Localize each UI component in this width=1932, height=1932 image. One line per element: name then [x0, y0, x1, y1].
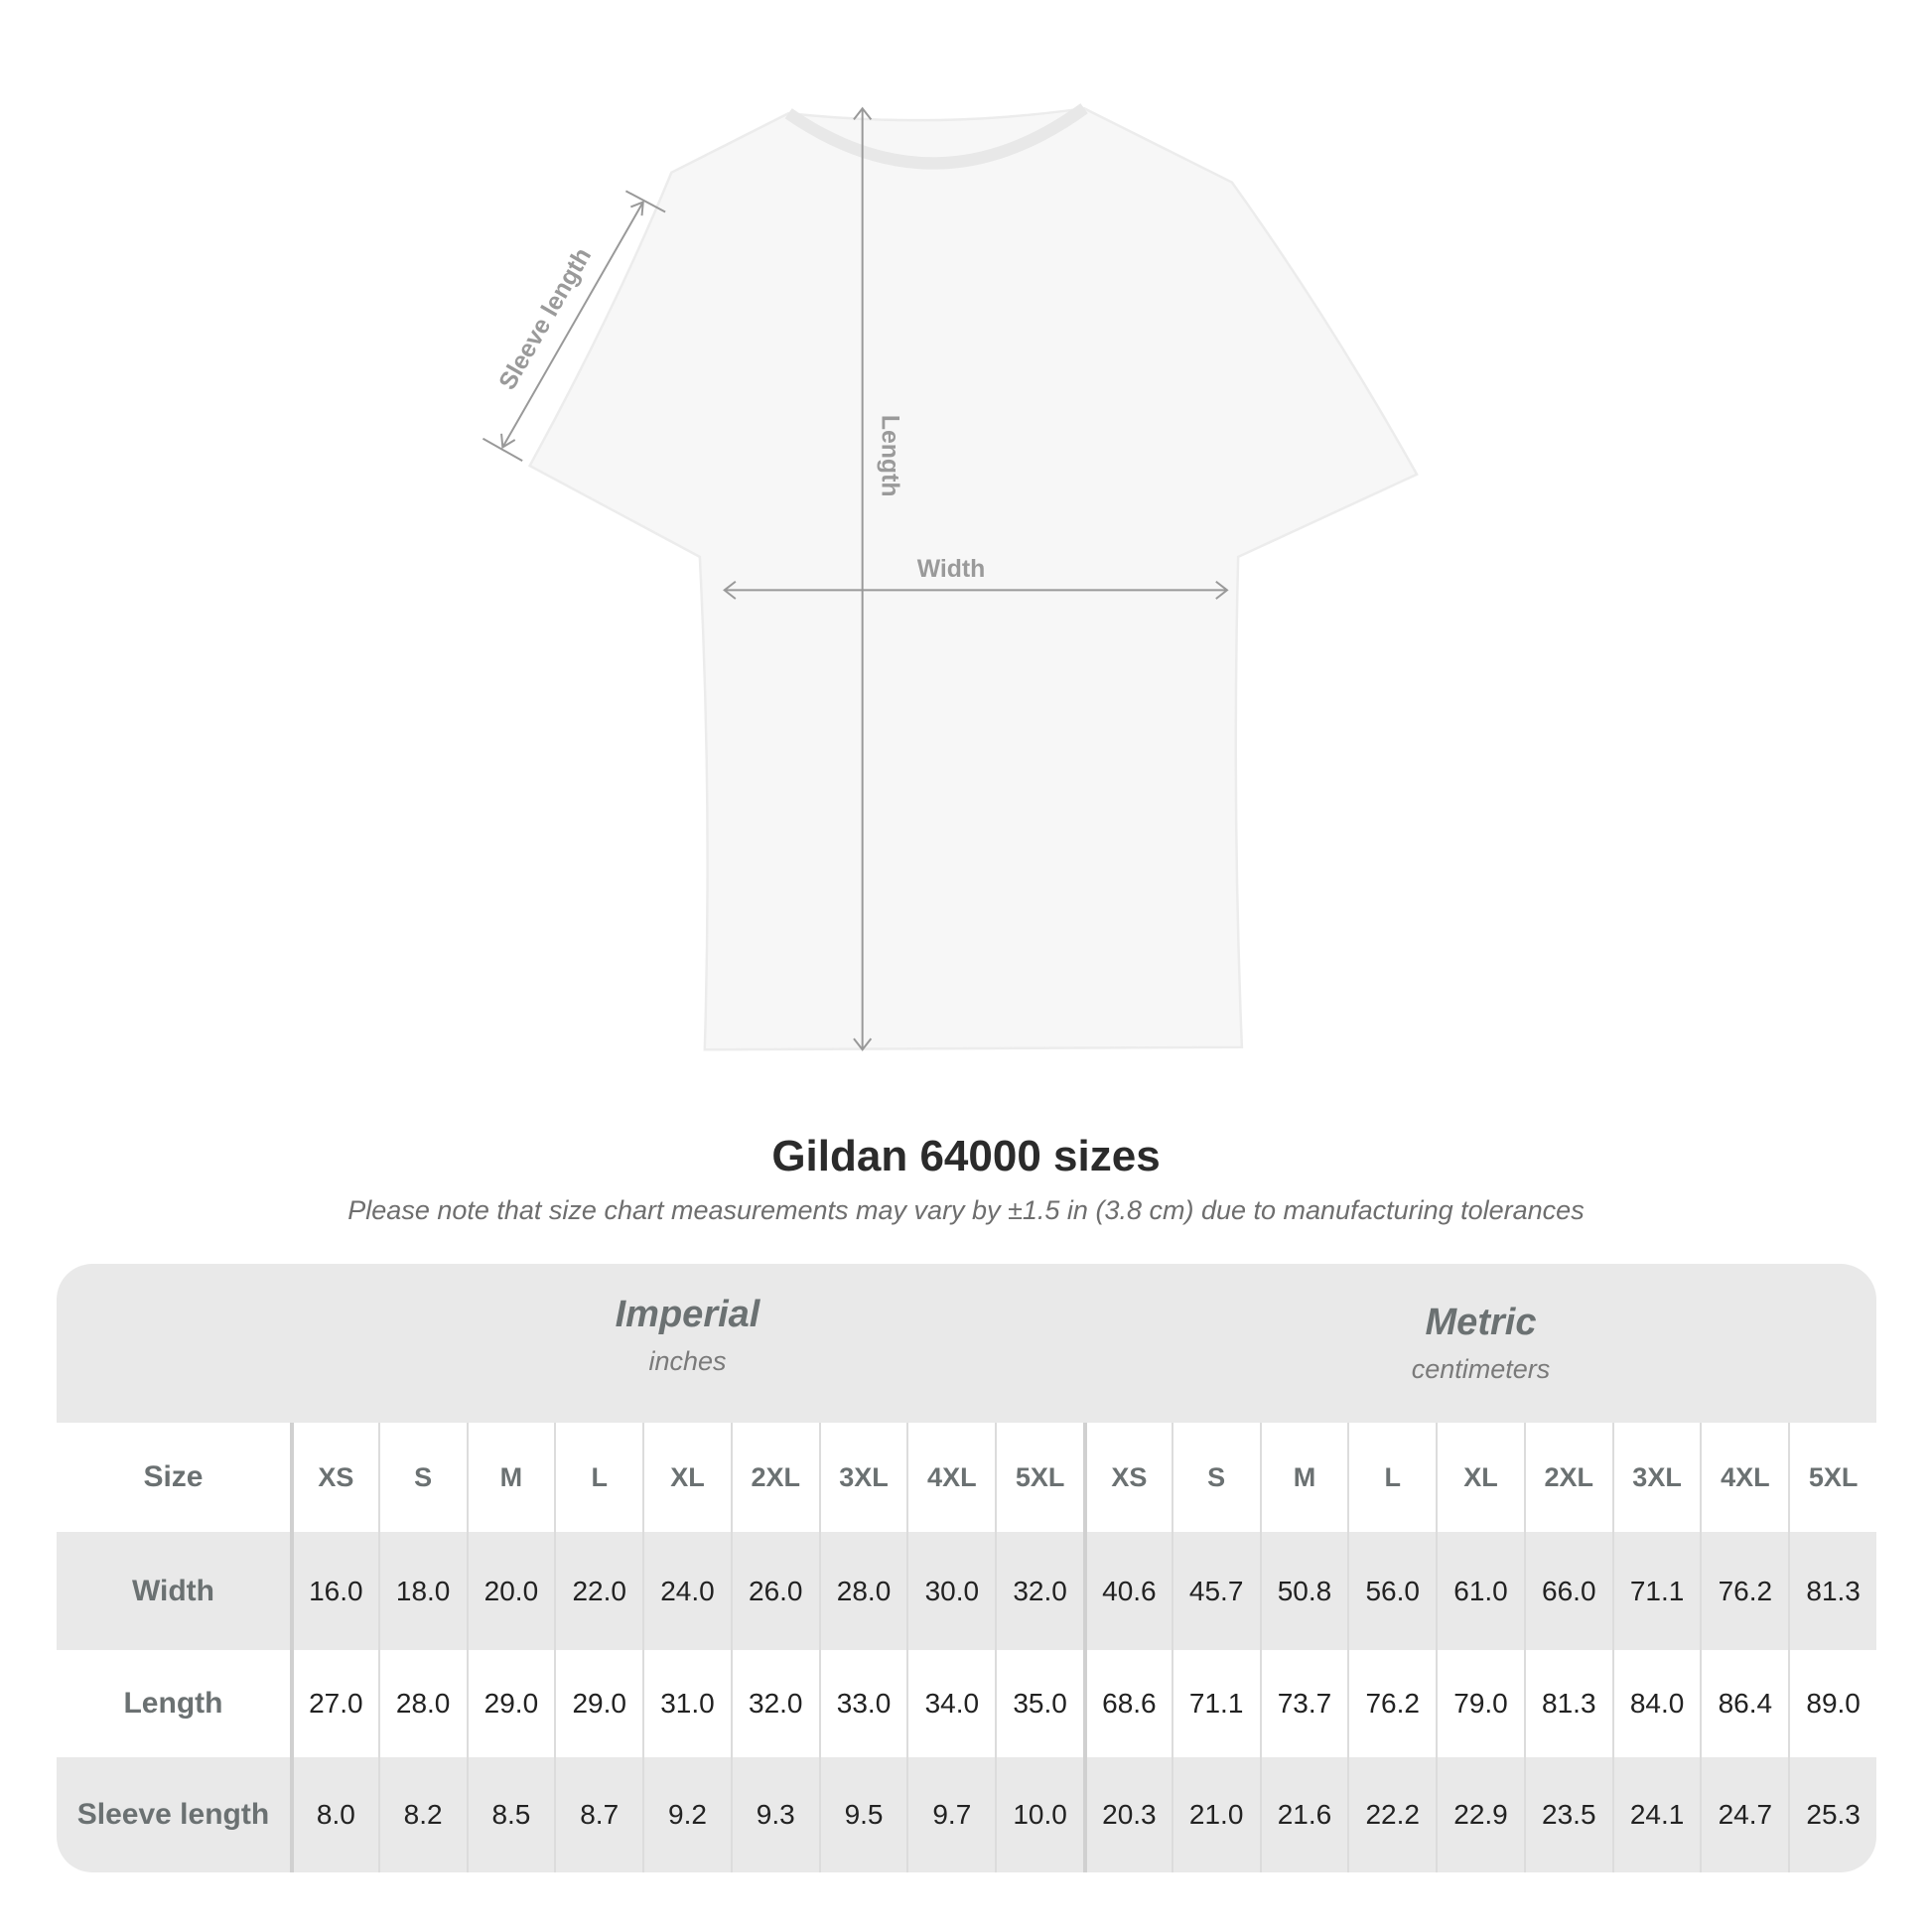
table-cell: 50.8: [1259, 1532, 1348, 1650]
table-cell: 33.0: [818, 1650, 907, 1757]
table-cell: 76.2: [1700, 1532, 1788, 1650]
table-cell: 81.3: [1523, 1650, 1612, 1757]
table-cell: 76.2: [1347, 1650, 1436, 1757]
size-header-cell: XL: [642, 1423, 731, 1532]
table-cell: 9.2: [642, 1757, 731, 1872]
table-cell: 56.0: [1347, 1532, 1436, 1650]
size-header-cell: 3XL: [1611, 1423, 1701, 1532]
size-header-cell: 3XL: [818, 1423, 907, 1532]
table-cell: 35.0: [995, 1650, 1083, 1757]
table-cell: 23.5: [1523, 1757, 1612, 1872]
width-label: Width: [917, 556, 986, 583]
table-cell: 34.0: [906, 1650, 995, 1757]
size-header-cell: S: [377, 1423, 467, 1532]
table-cell: 79.0: [1436, 1650, 1524, 1757]
size-header-cell: XS: [289, 1423, 378, 1532]
size-header-cell: L: [1347, 1423, 1436, 1532]
row-label: Size: [143, 1460, 204, 1493]
size-header-cell: 2XL: [730, 1423, 819, 1532]
table-cell: 22.2: [1347, 1757, 1436, 1872]
table-header-band: Imperial inches Metric centimeters: [57, 1264, 1876, 1423]
table-cell: 8.5: [466, 1757, 555, 1872]
table-cell: 81.3: [1788, 1532, 1876, 1650]
table-cell: 71.1: [1611, 1532, 1701, 1650]
tshirt-measurement-diagram: Width Length Sleeve length: [482, 103, 1419, 1051]
size-table: Imperial inches Metric centimeters Size X…: [57, 1264, 1876, 1872]
imperial-unit: inches: [648, 1346, 727, 1376]
table-cell: 32.0: [995, 1532, 1083, 1650]
size-header-cell: S: [1171, 1423, 1260, 1532]
table-cell: 21.0: [1171, 1757, 1260, 1872]
table-row: Width 16.0 18.0 20.0 22.0 24.0 26.0 28.0 30.0 32.…: [57, 1532, 1876, 1650]
imperial-header: Imperial inches: [290, 1294, 1085, 1377]
table-row: Sleeve length 8.0 8.2 8.5 8.7 9.2 9.3 9.5 9.7 10.…: [57, 1757, 1876, 1872]
length-label: Length: [877, 415, 903, 497]
table-cell: 45.7: [1171, 1532, 1260, 1650]
table-cell: 32.0: [730, 1650, 819, 1757]
size-header-row: Size XS S M L XL 2XL 3XL 4XL 5XL XS S M L XL 2XL 3XL 4XL 5…: [57, 1423, 1876, 1532]
table-cell: 68.6: [1082, 1650, 1172, 1757]
table-row: Length 27.0 28.0 29.0 29.0 31.0 32.0 33.0 34.0 35…: [57, 1650, 1876, 1757]
table-cell: 8.0: [289, 1757, 378, 1872]
size-header-cell: 5XL: [995, 1423, 1083, 1532]
table-cell: 20.0: [466, 1532, 555, 1650]
table-cell: 89.0: [1788, 1650, 1876, 1757]
table-cell: 8.7: [554, 1757, 642, 1872]
table-cell: 20.3: [1082, 1757, 1172, 1872]
size-header-cell: M: [1259, 1423, 1348, 1532]
size-header-cell: XL: [1436, 1423, 1524, 1532]
metric-unit: centimeters: [1411, 1354, 1551, 1384]
row-label: Sleeve length: [76, 1798, 270, 1831]
table-cell: 28.0: [377, 1650, 467, 1757]
table-cell: 24.1: [1611, 1757, 1701, 1872]
table-cell: 84.0: [1611, 1650, 1701, 1757]
table-cell: 24.7: [1700, 1757, 1788, 1872]
size-header-cell: L: [554, 1423, 642, 1532]
size-header-cell: XS: [1082, 1423, 1172, 1532]
size-header-cell: M: [466, 1423, 555, 1532]
imperial-title: Imperial: [615, 1294, 760, 1335]
table-cell: 8.2: [377, 1757, 467, 1872]
table-cell: 28.0: [818, 1532, 907, 1650]
size-header-cell: 2XL: [1523, 1423, 1612, 1532]
size-header-cell: 4XL: [906, 1423, 995, 1532]
row-label: Length: [123, 1687, 223, 1720]
table-cell: 26.0: [730, 1532, 819, 1650]
table-cell: 16.0: [289, 1532, 378, 1650]
table-cell: 71.1: [1171, 1650, 1260, 1757]
row-label: Width: [131, 1574, 214, 1607]
table-cell: 9.5: [818, 1757, 907, 1872]
table-cell: 31.0: [642, 1650, 731, 1757]
table-cell: 73.7: [1259, 1650, 1348, 1757]
table-cell: 9.7: [906, 1757, 995, 1872]
table-cell: 22.9: [1436, 1757, 1524, 1872]
table-cell: 86.4: [1700, 1650, 1788, 1757]
table-cell: 29.0: [466, 1650, 555, 1757]
table-cell: 18.0: [377, 1532, 467, 1650]
tolerance-note: Please note that size chart measurements…: [347, 1195, 1585, 1225]
page-title: Gildan 64000 sizes: [771, 1132, 1161, 1180]
table-cell: 30.0: [906, 1532, 995, 1650]
table-cell: 10.0: [995, 1757, 1083, 1872]
table-cell: 21.6: [1259, 1757, 1348, 1872]
table-cell: 25.3: [1788, 1757, 1876, 1872]
size-header-cell: 4XL: [1700, 1423, 1788, 1532]
size-header-cell: 5XL: [1788, 1423, 1876, 1532]
table-cell: 40.6: [1082, 1532, 1172, 1650]
table-cell: 27.0: [289, 1650, 378, 1757]
table-cell: 24.0: [642, 1532, 731, 1650]
metric-header: Metric centimeters: [1085, 1302, 1876, 1385]
table-cell: 29.0: [554, 1650, 642, 1757]
metric-title: Metric: [1425, 1302, 1537, 1343]
table-cell: 9.3: [730, 1757, 819, 1872]
table-cell: 61.0: [1436, 1532, 1524, 1650]
table-cell: 22.0: [554, 1532, 642, 1650]
table-cell: 66.0: [1523, 1532, 1612, 1650]
